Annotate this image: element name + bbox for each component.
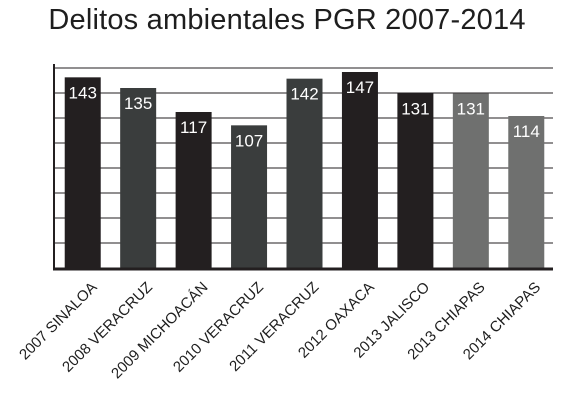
- bar: [120, 88, 157, 268]
- data-label: 147: [346, 78, 374, 97]
- data-label: 143: [69, 83, 97, 102]
- bar: [286, 78, 323, 269]
- bar: [452, 93, 489, 268]
- axes: [53, 64, 553, 271]
- value-labels: 143 135 117 107 142 147 131 131 114: [69, 78, 540, 150]
- data-label: 114: [513, 122, 540, 141]
- bar: [175, 112, 212, 268]
- bar: [508, 116, 545, 268]
- data-label: 131: [457, 99, 485, 118]
- data-label: 131: [401, 99, 429, 118]
- bar: [397, 93, 434, 268]
- bar: [231, 125, 268, 268]
- category-label: 2009 MICHOACÁN: [108, 279, 211, 382]
- data-label: 135: [124, 94, 152, 113]
- chart-title: Delitos ambientales PGR 2007-2014: [48, 4, 526, 36]
- bars: [64, 72, 545, 269]
- bar: [64, 77, 101, 268]
- data-label: 107: [235, 131, 263, 150]
- data-label: 142: [290, 85, 318, 104]
- data-label: 117: [180, 118, 207, 137]
- bar: [341, 72, 378, 268]
